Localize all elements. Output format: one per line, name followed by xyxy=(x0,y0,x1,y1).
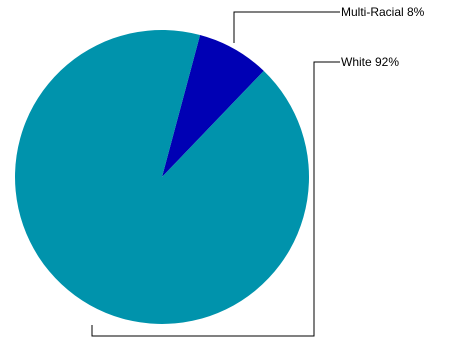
slice-label-white: White 92% xyxy=(341,55,399,69)
pie-slice-white xyxy=(15,30,310,325)
pie-slice-multi-racial xyxy=(162,35,264,178)
slice-label-multi-racial: Multi-Racial 8% xyxy=(341,5,425,19)
leader-line-white xyxy=(91,61,340,337)
leader-line-multi-racial xyxy=(233,11,340,43)
pie-slices xyxy=(15,30,310,325)
